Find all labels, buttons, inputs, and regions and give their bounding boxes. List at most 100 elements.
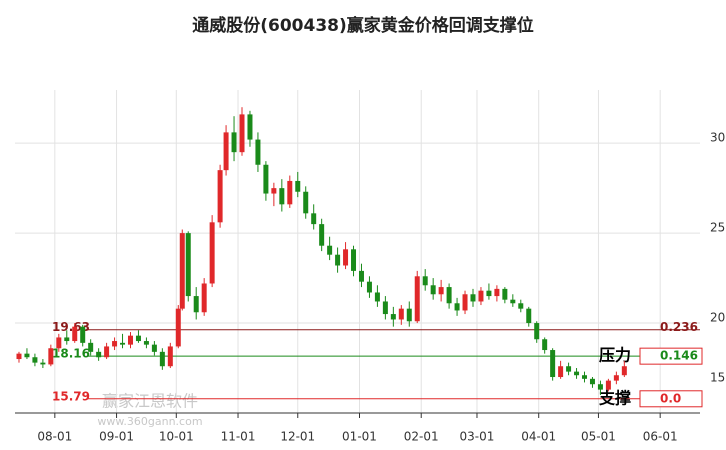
level-tag: 支撑 bbox=[598, 388, 631, 407]
candle-body bbox=[478, 290, 484, 302]
candle-body bbox=[255, 139, 261, 165]
x-tick-label: 03-01 bbox=[460, 430, 495, 444]
candle-body bbox=[287, 180, 293, 205]
level-ratio: 0.236 bbox=[660, 320, 698, 334]
x-tick-label: 01-01 bbox=[342, 430, 377, 444]
candle-body bbox=[80, 326, 86, 343]
candle-body bbox=[327, 245, 333, 255]
candle-body bbox=[454, 303, 460, 311]
candle-body bbox=[201, 283, 207, 313]
candle-body bbox=[311, 213, 317, 225]
candle-body bbox=[502, 288, 508, 300]
candle-body bbox=[574, 371, 580, 376]
candle-body bbox=[231, 132, 237, 153]
candle-body bbox=[104, 346, 110, 358]
candle-body bbox=[56, 337, 62, 349]
candle-body bbox=[510, 299, 516, 304]
candle-body bbox=[263, 164, 269, 194]
candle-body bbox=[120, 342, 126, 345]
candle-body bbox=[366, 281, 372, 293]
candle-body bbox=[271, 188, 277, 194]
candle-body bbox=[72, 326, 78, 342]
candle-body bbox=[48, 348, 54, 365]
candle-body bbox=[422, 276, 428, 286]
candle-body bbox=[374, 292, 380, 302]
candle-body bbox=[550, 350, 556, 378]
candle-body bbox=[151, 344, 157, 352]
candle-body bbox=[303, 191, 309, 214]
watermark-url: www.360gann.com bbox=[97, 415, 202, 428]
candle-body bbox=[621, 366, 627, 376]
candle-body bbox=[351, 249, 357, 271]
candle-body bbox=[40, 362, 46, 365]
candle-body bbox=[143, 341, 149, 345]
x-tick-label: 04-01 bbox=[521, 430, 556, 444]
chart-title: 通威股份(600438)赢家黄金价格回调支撑位 bbox=[192, 15, 534, 36]
candle-body bbox=[438, 287, 444, 295]
candle-body bbox=[64, 337, 70, 342]
y-tick-label: 20 bbox=[710, 311, 725, 325]
candle-body bbox=[159, 351, 165, 367]
candle-body bbox=[526, 308, 532, 324]
candle-body bbox=[193, 296, 199, 313]
ratio-box bbox=[639, 347, 703, 365]
candle-body bbox=[390, 314, 396, 320]
candle-body bbox=[358, 270, 364, 282]
candle-body bbox=[566, 366, 572, 372]
candle-body bbox=[486, 290, 492, 297]
candle-body bbox=[112, 341, 118, 347]
candle-body bbox=[279, 188, 285, 205]
ratio-box bbox=[639, 390, 703, 408]
candle-body bbox=[88, 342, 94, 352]
candle-body bbox=[613, 375, 619, 381]
level-tag: 压力 bbox=[599, 346, 631, 365]
candle-body bbox=[462, 294, 468, 311]
candle-body bbox=[185, 233, 191, 297]
candle-body bbox=[470, 294, 476, 302]
candle-body bbox=[335, 254, 341, 266]
candle-body bbox=[32, 357, 38, 363]
candle-body bbox=[16, 353, 22, 360]
candle-body bbox=[534, 323, 540, 340]
candle-body bbox=[343, 249, 349, 266]
candle-body bbox=[217, 170, 223, 223]
x-tick-label: 11-01 bbox=[221, 430, 256, 444]
candle-body bbox=[175, 308, 181, 347]
candle-body bbox=[398, 308, 404, 320]
candle-body bbox=[167, 346, 173, 367]
candle-body bbox=[494, 288, 500, 297]
candle-body bbox=[319, 224, 325, 246]
candle-body bbox=[135, 335, 141, 342]
level-ratio: 0.0 bbox=[660, 391, 681, 405]
candle-body bbox=[24, 353, 30, 358]
candle-body bbox=[518, 303, 524, 309]
candle-body bbox=[247, 114, 253, 140]
candle-body bbox=[127, 335, 133, 345]
candle-body bbox=[446, 287, 452, 304]
y-tick-label: 30 bbox=[710, 131, 725, 145]
candle-body bbox=[223, 132, 229, 171]
x-tick-label: 12-01 bbox=[280, 430, 315, 444]
y-tick-label: 25 bbox=[710, 221, 725, 235]
candle-body bbox=[96, 351, 102, 358]
x-tick-label: 06-01 bbox=[643, 430, 678, 444]
x-tick-label: 02-01 bbox=[404, 430, 439, 444]
x-tick-label: 05-01 bbox=[581, 430, 616, 444]
candle-body bbox=[209, 222, 215, 284]
candle-body bbox=[239, 114, 245, 153]
candle-body bbox=[295, 180, 301, 192]
candle-body bbox=[382, 301, 388, 315]
candle-body bbox=[414, 276, 420, 322]
candle-body bbox=[589, 378, 595, 385]
level-price: 15.79 bbox=[52, 389, 90, 403]
x-tick-label: 09-01 bbox=[99, 430, 134, 444]
y-tick-label: 15 bbox=[710, 371, 725, 385]
candle-body bbox=[430, 285, 436, 295]
candle-body bbox=[597, 384, 603, 390]
candle-body bbox=[605, 380, 611, 390]
candle-body bbox=[582, 375, 588, 379]
candle-body bbox=[558, 366, 564, 378]
level-price: 18.16 bbox=[52, 347, 90, 361]
